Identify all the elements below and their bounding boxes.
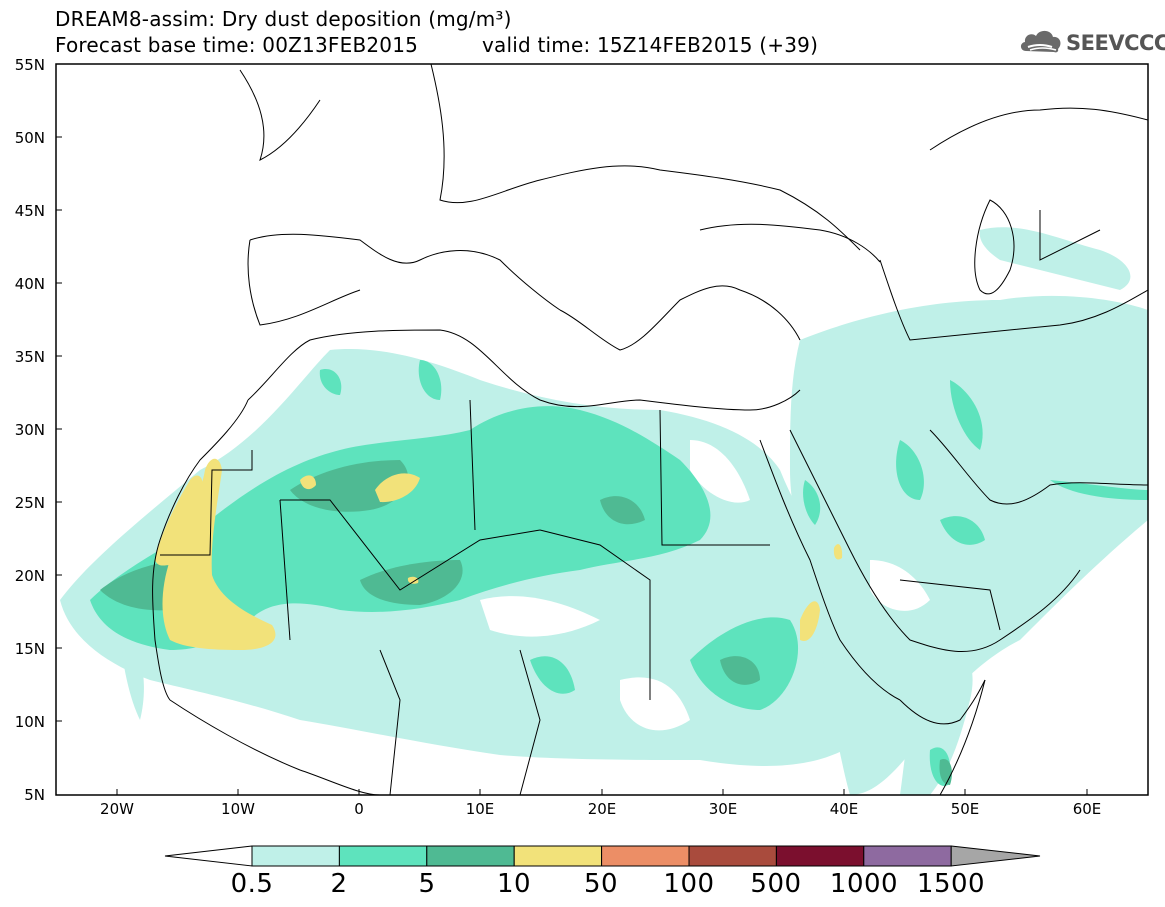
- colorbar-swatch: [251, 845, 340, 867]
- lat-label: 55N: [14, 56, 45, 74]
- colorbar-label: 500: [750, 869, 802, 899]
- lon-label: 20W: [100, 800, 134, 818]
- colorbar-over-triangle: [950, 845, 1041, 867]
- lon-label: 20E: [587, 800, 617, 818]
- lat-label: 20N: [14, 567, 45, 585]
- dust-field: [60, 227, 1148, 795]
- valid-time: valid time: 15Z14FEB2015 (+39): [482, 33, 819, 57]
- colorbar-swatch: [513, 845, 603, 867]
- lat-label: 35N: [14, 348, 45, 366]
- colorbar-label: 10: [496, 869, 532, 899]
- colorbar-label: 0.5: [230, 869, 274, 899]
- colorbar-swatch: [601, 845, 690, 867]
- lat-label: 5N: [24, 786, 45, 804]
- lat-label: 15N: [14, 640, 45, 658]
- lon-label: 60E: [1072, 800, 1102, 818]
- colorbar-label: 50: [583, 869, 619, 899]
- lat-label: 40N: [14, 275, 45, 293]
- colorbar-swatch: [338, 845, 428, 867]
- colorbar-label: 1000: [829, 869, 899, 899]
- colorbar-label: 5: [418, 869, 436, 899]
- colorbar-label: 2: [330, 869, 348, 899]
- colorbar-swatch: [775, 845, 865, 867]
- lat-label: 50N: [14, 129, 45, 147]
- lon-label: 30E: [708, 800, 738, 818]
- seevccc-logo: SEEVCCC: [1018, 25, 1165, 59]
- coastlines: [152, 64, 1148, 795]
- colorbar: [164, 845, 1041, 867]
- frame-ticks: [56, 136, 1088, 795]
- colorbar-swatch: [688, 845, 777, 867]
- lon-label: 10W: [221, 800, 255, 818]
- lon-label: 40E: [829, 800, 859, 818]
- colorbar-swatch: [863, 845, 952, 867]
- colorbar-label: 100: [663, 869, 715, 899]
- lat-label: 10N: [14, 713, 45, 731]
- colorbar-under-triangle: [164, 845, 253, 867]
- map-title: DREAM8-assim: Dry dust deposition (mg/m³…: [55, 7, 512, 31]
- lat-label: 25N: [14, 494, 45, 512]
- lon-label: 50E: [950, 800, 980, 818]
- logo-text: SEEVCCC: [1066, 31, 1165, 55]
- lat-label: 45N: [14, 202, 45, 220]
- lon-label: 10E: [465, 800, 495, 818]
- colorbar-label: 1500: [916, 869, 986, 899]
- colorbar-swatch: [426, 845, 515, 867]
- forecast-base-time: Forecast base time: 00Z13FEB2015: [55, 33, 419, 57]
- lon-label: 0: [354, 800, 364, 818]
- lat-label: 30N: [14, 421, 45, 439]
- cloud-icon: [1020, 30, 1061, 53]
